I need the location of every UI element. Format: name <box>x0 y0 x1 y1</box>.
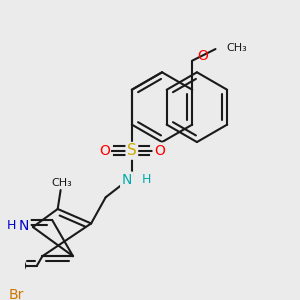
Text: O: O <box>197 49 208 63</box>
Text: CH₃: CH₃ <box>226 43 247 52</box>
Text: Br: Br <box>9 288 25 300</box>
Text: N: N <box>122 173 132 187</box>
Text: N: N <box>19 219 29 232</box>
Text: S: S <box>127 143 137 158</box>
Text: O: O <box>99 144 110 158</box>
Text: CH₃: CH₃ <box>52 178 72 188</box>
Text: O: O <box>154 144 165 158</box>
Text: H: H <box>142 173 151 186</box>
Text: H: H <box>6 219 16 232</box>
